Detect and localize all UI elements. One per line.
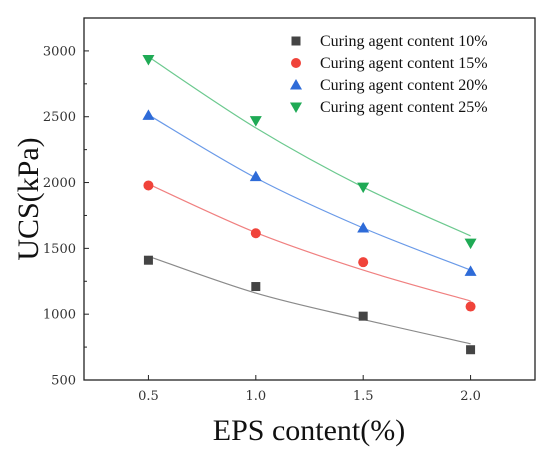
y-tick-label: 2500 <box>43 110 76 125</box>
y-tick-label: 1000 <box>43 308 76 323</box>
data-point-series-1 <box>143 255 153 265</box>
data-point-series-2 <box>143 180 154 191</box>
data-point-series-4 <box>142 54 155 66</box>
data-point-series-1 <box>251 282 261 292</box>
y-tick-label: 1500 <box>43 242 76 257</box>
y-tick-label: 2000 <box>43 176 76 191</box>
legend-label-2: Curing agent content 15% <box>320 55 488 72</box>
fit-curve-series-3 <box>148 114 471 271</box>
data-point-series-3 <box>249 170 262 182</box>
data-point-series-2 <box>358 257 369 268</box>
x-axis-title: EPS content(%) <box>213 414 405 447</box>
fit-curve-series-2 <box>148 183 471 302</box>
x-tick-label: 0.5 <box>138 389 159 404</box>
data-point-series-1 <box>358 311 368 321</box>
data-point-series-3 <box>357 221 370 233</box>
legend-label-3: Curing agent content 20% <box>320 77 488 94</box>
legend-label-4: Curing agent content 25% <box>320 99 488 116</box>
y-tick-label: 3000 <box>43 44 76 59</box>
data-point-series-1 <box>466 345 476 355</box>
legend-marker-3 <box>290 79 302 90</box>
x-tick-label: 1.5 <box>353 389 374 404</box>
data-point-series-4 <box>249 116 262 127</box>
legend: Curing agent content 10% Curing agent con… <box>290 33 488 116</box>
x-axis: 0.5 1.0 1.5 2.0 <box>138 375 481 404</box>
data-markers <box>142 54 477 355</box>
data-point-series-2 <box>465 301 476 312</box>
y-tick-label: 500 <box>51 374 76 389</box>
plot-frame <box>83 17 536 381</box>
data-point-series-2 <box>250 228 261 239</box>
legend-marker-2 <box>291 58 301 68</box>
fit-lines <box>148 56 471 345</box>
data-point-series-3 <box>142 109 155 120</box>
fit-curve-series-4 <box>148 56 471 237</box>
y-axis-title: UCS(kPa) <box>12 137 45 260</box>
legend-marker-1 <box>291 36 301 46</box>
data-point-series-4 <box>464 238 477 250</box>
data-point-series-4 <box>357 182 370 194</box>
x-tick-label: 1.0 <box>245 389 266 404</box>
legend-label-1: Curing agent content 10% <box>320 33 488 50</box>
data-point-series-3 <box>464 265 477 276</box>
x-tick-label: 2.0 <box>460 389 481 404</box>
y-axis: 500 1000 1500 2000 2500 3000 <box>43 17 89 389</box>
legend-marker-4 <box>290 102 302 113</box>
fit-curve-series-1 <box>148 255 471 345</box>
